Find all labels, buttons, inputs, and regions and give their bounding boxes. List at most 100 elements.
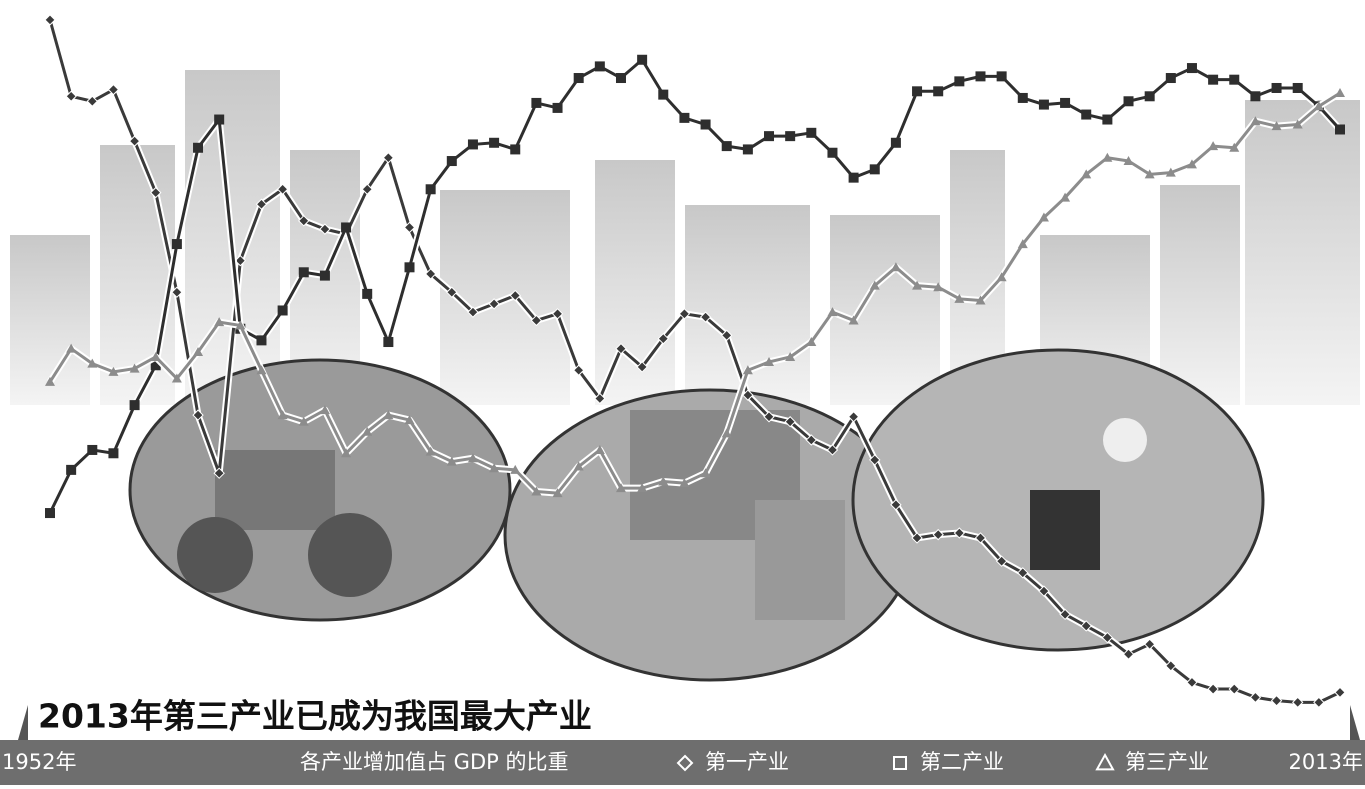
data-point <box>572 364 585 376</box>
data-point <box>1102 152 1113 162</box>
data-point <box>1081 169 1092 179</box>
plot <box>44 14 1346 709</box>
data-point <box>446 286 458 298</box>
data-point <box>700 119 711 130</box>
data-point <box>742 144 753 155</box>
data-point <box>594 444 605 454</box>
data-point <box>489 137 500 148</box>
data-point <box>721 141 732 152</box>
data-point <box>1017 92 1028 103</box>
data-point <box>256 365 267 375</box>
data-point <box>1208 74 1219 85</box>
legend-label: 第三产业 <box>1125 750 1209 774</box>
data-point <box>234 254 247 267</box>
data-point <box>806 337 817 347</box>
legend-label: 第二产业 <box>920 750 1004 774</box>
data-point <box>1250 116 1261 126</box>
data-point <box>1081 109 1092 120</box>
data-point <box>1165 73 1176 84</box>
data-point <box>573 73 584 84</box>
data-point <box>382 152 395 164</box>
data-point <box>467 453 478 463</box>
data-point <box>1101 631 1114 644</box>
data-point <box>404 415 415 425</box>
data-point <box>1144 91 1155 102</box>
title-accent <box>1350 705 1360 740</box>
data-point <box>1186 676 1198 689</box>
data-point <box>805 434 818 446</box>
data-point <box>44 14 56 26</box>
data-point <box>594 392 606 405</box>
data-point <box>1335 124 1345 135</box>
data-point <box>361 183 373 195</box>
data-point <box>1207 683 1219 695</box>
data-point <box>531 97 542 108</box>
chart-title: 2013年第三产业已成为我国最大产业 <box>38 697 592 736</box>
data-point <box>615 483 626 493</box>
data-point <box>467 306 479 318</box>
data-point <box>510 464 521 474</box>
data-point <box>319 270 330 281</box>
data-point <box>1144 169 1155 179</box>
data-point <box>66 464 77 475</box>
data-point <box>615 342 627 355</box>
data-point <box>551 308 564 320</box>
data-point <box>699 311 712 323</box>
data-point <box>1228 683 1240 695</box>
data-point <box>742 365 753 375</box>
chart-subtitle: 各产业增加值占 GDP 的比重 <box>300 750 568 774</box>
data-point <box>636 361 648 373</box>
data-point <box>1270 694 1283 707</box>
data-point <box>954 293 965 303</box>
data-point <box>341 448 352 458</box>
data-point <box>1271 82 1282 93</box>
data-point <box>446 456 457 466</box>
data-point <box>996 71 1007 82</box>
data-point <box>764 356 775 366</box>
data-point <box>509 289 521 302</box>
data-point <box>319 223 331 235</box>
data-point <box>552 488 563 498</box>
data-point <box>45 508 55 519</box>
data-point <box>171 373 182 383</box>
data-point <box>848 315 859 325</box>
data-point <box>637 54 648 65</box>
data-point <box>193 346 204 356</box>
data-point <box>933 282 944 292</box>
data-point <box>1165 167 1176 177</box>
data-point <box>1271 121 1282 131</box>
data-point <box>1017 567 1029 579</box>
data-point <box>531 486 542 496</box>
data-point <box>933 86 944 97</box>
data-point <box>255 198 268 210</box>
data-point <box>932 528 944 541</box>
data-point <box>827 307 838 317</box>
data-point <box>277 410 288 420</box>
data-point <box>827 147 838 158</box>
data-point <box>489 463 500 473</box>
caption-bar <box>0 740 1365 785</box>
data-point <box>658 89 669 100</box>
data-point <box>1165 660 1177 672</box>
data-point <box>298 267 309 278</box>
data-point <box>742 389 754 401</box>
data-point <box>1123 96 1134 107</box>
data-point <box>383 337 394 348</box>
data-point <box>764 131 775 142</box>
data-point <box>912 86 923 97</box>
data-point <box>806 127 817 138</box>
data-point <box>1059 608 1071 621</box>
data-point <box>890 499 902 511</box>
series-line <box>48 19 1341 704</box>
data-point <box>552 102 563 113</box>
data-point <box>679 112 690 123</box>
data-point <box>1292 119 1303 129</box>
data-point <box>657 332 669 345</box>
data-point <box>256 335 267 346</box>
data-point <box>1060 97 1071 108</box>
data-point <box>65 90 77 102</box>
data-point <box>869 454 881 466</box>
data-point <box>150 351 161 361</box>
data-point <box>1122 648 1135 660</box>
